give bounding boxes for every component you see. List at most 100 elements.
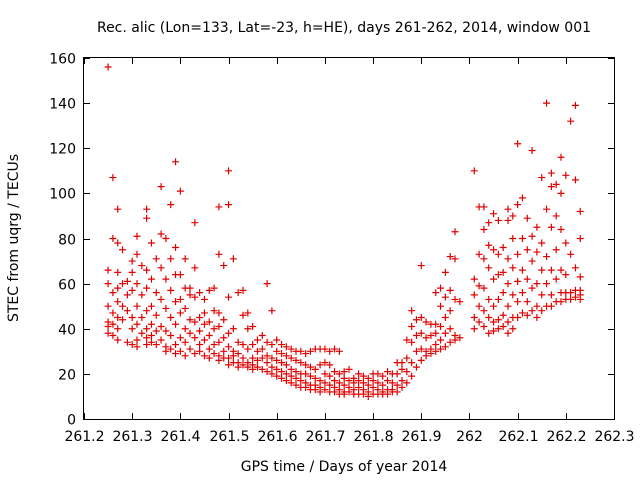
data-point-plus-marker bbox=[528, 232, 536, 240]
data-point-plus-marker bbox=[119, 246, 127, 254]
data-point-plus-marker bbox=[239, 311, 247, 319]
data-point-plus-marker bbox=[244, 309, 252, 317]
data-point-plus-marker bbox=[475, 318, 483, 326]
data-point-plus-marker bbox=[384, 377, 392, 385]
data-point-plus-marker bbox=[408, 307, 416, 315]
data-point-plus-marker bbox=[494, 325, 502, 333]
data-point-plus-marker bbox=[191, 219, 199, 227]
data-point-plus-marker bbox=[576, 235, 584, 242]
data-point-plus-marker bbox=[514, 140, 522, 148]
data-point-plus-marker bbox=[186, 329, 194, 337]
data-point-plus-marker bbox=[499, 311, 507, 319]
data-point-plus-marker bbox=[456, 334, 464, 342]
data-point-plus-marker bbox=[157, 264, 165, 272]
data-point-plus-marker bbox=[331, 388, 339, 396]
data-point-plus-marker bbox=[499, 289, 507, 297]
data-point-plus-marker bbox=[215, 338, 223, 346]
data-point-plus-marker bbox=[398, 359, 406, 367]
data-point-plus-marker bbox=[494, 216, 502, 224]
data-point-plus-marker bbox=[451, 336, 459, 344]
plot-area-frame bbox=[83, 57, 615, 420]
y-tick-label: 120 bbox=[49, 142, 76, 158]
x-tick-label: 261.6 bbox=[257, 429, 297, 445]
data-point-plus-marker bbox=[273, 356, 281, 364]
data-point-plus-marker bbox=[123, 338, 131, 346]
x-axis-ticks: 261.2 261.3 261.4 261.5 261.6 261.7 261.8 261.9… bbox=[64, 58, 635, 445]
data-point-plus-marker bbox=[480, 307, 488, 315]
data-point-plus-marker bbox=[282, 352, 290, 360]
data-point-plus-marker bbox=[191, 334, 199, 342]
data-point-plus-marker bbox=[181, 325, 189, 333]
data-point-plus-marker bbox=[114, 336, 122, 344]
y-tick-label: 140 bbox=[49, 97, 76, 113]
data-point-plus-marker bbox=[388, 379, 396, 387]
data-point-plus-marker bbox=[470, 275, 478, 283]
data-point-plus-marker bbox=[225, 293, 233, 301]
data-point-plus-marker bbox=[258, 365, 266, 373]
data-point-plus-marker bbox=[335, 379, 343, 387]
data-point-plus-marker bbox=[104, 302, 112, 310]
data-point-plus-marker bbox=[104, 322, 112, 330]
data-point-plus-marker bbox=[480, 255, 488, 263]
data-point-plus-marker bbox=[475, 282, 483, 290]
data-point-plus-marker bbox=[273, 365, 281, 373]
data-point-plus-marker bbox=[441, 268, 449, 276]
data-point-plus-marker bbox=[176, 271, 184, 279]
data-point-plus-marker bbox=[152, 341, 160, 349]
data-point-plus-marker bbox=[518, 289, 526, 297]
data-point-plus-marker bbox=[427, 350, 435, 358]
data-point-plus-marker bbox=[133, 232, 141, 240]
data-point-plus-marker bbox=[287, 372, 295, 380]
data-point-plus-marker bbox=[278, 359, 286, 367]
data-point-plus-marker bbox=[109, 174, 117, 182]
data-point-plus-marker bbox=[518, 194, 526, 202]
data-point-plus-marker bbox=[229, 325, 237, 333]
data-point-plus-marker bbox=[523, 214, 531, 222]
data-point-plus-marker bbox=[552, 246, 560, 254]
data-point-plus-marker bbox=[422, 334, 430, 342]
data-point-plus-marker bbox=[273, 372, 281, 380]
data-point-plus-marker bbox=[133, 343, 141, 351]
data-point-plus-marker bbox=[335, 370, 343, 378]
data-point-plus-marker bbox=[186, 291, 194, 299]
data-point-plus-marker bbox=[412, 316, 420, 324]
data-point-plus-marker bbox=[485, 219, 493, 227]
data-point-plus-marker bbox=[147, 239, 155, 247]
data-point-plus-marker bbox=[114, 284, 122, 292]
data-point-plus-marker bbox=[244, 325, 252, 333]
data-point-plus-marker bbox=[258, 345, 266, 353]
data-point-plus-marker bbox=[437, 284, 445, 292]
data-point-plus-marker bbox=[215, 309, 223, 317]
data-point-plus-marker bbox=[210, 307, 218, 315]
data-point-plus-marker bbox=[364, 392, 372, 400]
data-point-plus-marker bbox=[408, 322, 416, 330]
y-axis-label: STEC from uqrg / TECUs bbox=[6, 154, 22, 322]
data-point-plus-marker bbox=[384, 368, 392, 376]
data-point-plus-marker bbox=[523, 246, 531, 254]
data-point-plus-marker bbox=[355, 370, 363, 378]
data-point-plus-marker bbox=[205, 318, 213, 326]
data-point-plus-marker bbox=[215, 250, 223, 258]
data-point-plus-marker bbox=[128, 286, 136, 294]
data-point-plus-marker bbox=[470, 313, 478, 321]
data-point-plus-marker bbox=[432, 289, 440, 297]
data-point-plus-marker bbox=[412, 332, 420, 340]
data-point-plus-marker bbox=[504, 205, 512, 213]
data-point-plus-marker bbox=[451, 255, 459, 263]
data-point-plus-marker bbox=[306, 347, 314, 355]
data-point-plus-marker bbox=[278, 368, 286, 376]
data-point-plus-marker bbox=[393, 381, 401, 389]
data-point-plus-marker bbox=[417, 329, 425, 337]
data-point-plus-marker bbox=[504, 318, 512, 326]
data-point-plus-marker bbox=[432, 347, 440, 355]
data-point-plus-marker bbox=[316, 388, 324, 396]
data-point-plus-marker bbox=[273, 347, 281, 355]
data-point-plus-marker bbox=[147, 332, 155, 340]
data-point-plus-marker bbox=[196, 327, 204, 335]
data-point-plus-marker bbox=[417, 262, 425, 270]
data-point-plus-marker bbox=[268, 341, 276, 349]
data-point-plus-marker bbox=[104, 280, 112, 288]
data-point-plus-marker bbox=[547, 169, 555, 177]
data-point-plus-marker bbox=[191, 350, 199, 358]
